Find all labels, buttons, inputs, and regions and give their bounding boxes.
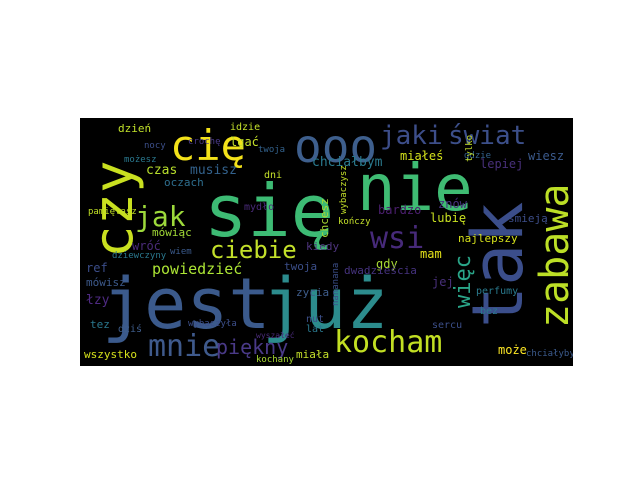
- word-wsi: wsi: [370, 221, 424, 256]
- word-kiedy: kiedy: [306, 240, 339, 253]
- word-wybaczyla: wybaczyła: [188, 319, 237, 329]
- word-chcialbym: chciałbym: [312, 155, 383, 170]
- word-piekny: piękny: [216, 335, 288, 359]
- word-cloud: się nie jest już tak czy zabawa cię ooo …: [80, 118, 573, 366]
- word-nut: nut: [306, 314, 324, 325]
- word-gdzie: gdzie: [464, 151, 491, 161]
- word-wiesz: wiesz: [528, 149, 564, 163]
- word-smieja: śmieją: [508, 212, 548, 225]
- word-mnie: mnie: [148, 329, 220, 364]
- word-kochany: kochany: [256, 355, 295, 365]
- word-nananana: nananana: [331, 263, 341, 306]
- word-tylko: tylko: [465, 135, 475, 162]
- word-dzien: dzień: [118, 122, 151, 135]
- word-wiem: wiem: [170, 247, 192, 257]
- word-powiedziec: powiedzieć: [152, 260, 242, 278]
- word-cloud-background: [80, 118, 573, 366]
- word-kocham: kocham: [334, 325, 442, 360]
- word-ooo: ooo: [294, 119, 377, 173]
- word-dwadziescia: dwadzieścia: [344, 264, 417, 277]
- word-lzy: łzy: [86, 293, 110, 308]
- word-chcialyby: chciałyby: [526, 349, 573, 359]
- word-wroc: wróć: [132, 239, 161, 253]
- word-wyszalec: wyszałeć: [256, 330, 295, 340]
- word-zabawa: zabawa: [532, 184, 573, 329]
- word-jej: jej: [432, 275, 454, 289]
- word-ref: ref: [86, 261, 108, 275]
- word-czas: czas: [146, 163, 177, 178]
- word-nocy: nocy: [144, 141, 166, 151]
- word-tak: tak: [457, 202, 539, 328]
- word-zycia: zycia: [296, 286, 329, 299]
- word-lubie: lubię: [430, 211, 466, 225]
- word-gdy: gdy: [376, 257, 398, 271]
- word-dzis: dziś: [118, 323, 142, 335]
- word-bez: bez: [480, 306, 498, 317]
- word-wiec: więc: [451, 255, 476, 308]
- word-juz: już: [262, 263, 388, 345]
- word-oczach: oczach: [164, 176, 204, 189]
- word-cie: cię: [170, 121, 246, 170]
- word-perfumy: perfumy: [476, 286, 518, 297]
- word-mydlo: mydło: [244, 202, 274, 213]
- word-sie: się: [204, 169, 334, 253]
- word-wszystko: wszystko: [84, 348, 137, 361]
- word-bardzo: bardzo: [378, 203, 421, 217]
- word-mowisz: mówisz: [86, 276, 126, 289]
- word-swiat: świat: [448, 121, 526, 151]
- word-mialess: miałeś: [400, 149, 443, 163]
- word-mowiac: mówiąc: [152, 226, 192, 239]
- word-jaki: jaki: [380, 121, 443, 151]
- word-najlepszy: najlepszy: [458, 232, 518, 245]
- word-pamietasz: pamiętasz: [88, 207, 137, 217]
- word-lgac: lgać: [230, 135, 259, 149]
- word-sercu: sercu: [432, 320, 462, 331]
- word-dziewczyny: dziewczyny: [112, 251, 167, 261]
- word-wybaczysz: wybaczysz: [339, 165, 349, 214]
- word-lat: lat: [306, 324, 324, 335]
- word-ciebie: ciebie: [210, 236, 297, 264]
- word-czy: czy: [82, 160, 145, 258]
- word-croche: crochę: [188, 137, 221, 147]
- word-tez: tez: [90, 318, 110, 331]
- word-twoja: twoja: [284, 260, 317, 273]
- word-musisz: musisz: [190, 163, 237, 178]
- word-konczy: kończy: [338, 217, 371, 227]
- word-jest: jest: [102, 263, 271, 345]
- word-znow: znów: [438, 197, 468, 211]
- word-jak: jak: [135, 200, 186, 233]
- word-idzie: idzie: [230, 122, 260, 133]
- word-miala: miała: [296, 348, 329, 361]
- word-nie: nie: [357, 152, 473, 226]
- word-lepiej: lepiej: [480, 157, 523, 171]
- word-cloud-panel: się nie jest już tak czy zabawa cię ooo …: [80, 118, 573, 366]
- word-dni: dni: [264, 170, 282, 181]
- word-moze: może: [498, 343, 527, 357]
- word-mam: mam: [420, 247, 442, 261]
- word-mozesz: możesz: [124, 155, 157, 165]
- word-twoja-2: twoja: [258, 145, 285, 155]
- word-chcesz: chcesz: [318, 198, 331, 238]
